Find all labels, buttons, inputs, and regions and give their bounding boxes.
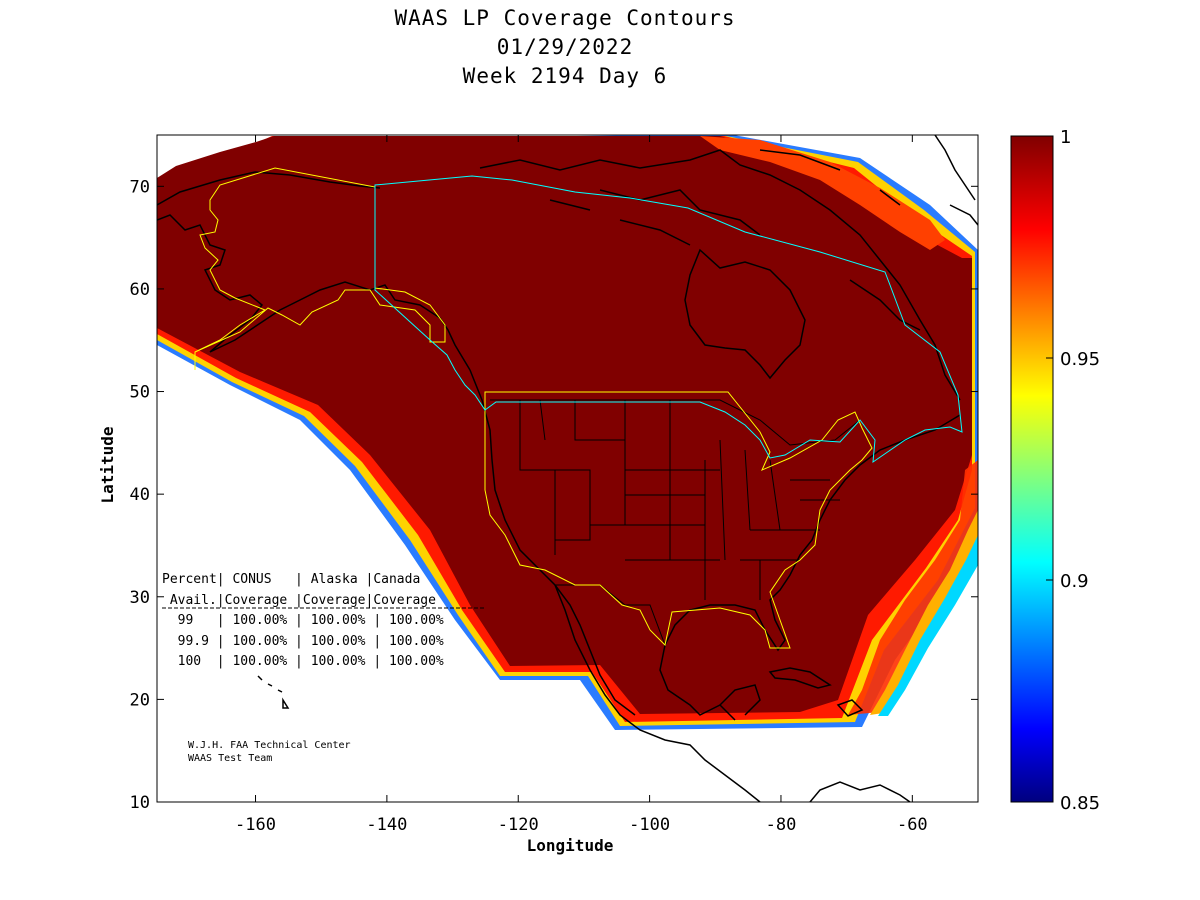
credit-line-1: W.J.H. FAA Technical Center (188, 740, 351, 751)
coastline-mexico (554, 584, 761, 802)
credit: W.J.H. FAA Technical Center WAAS Test Te… (188, 740, 351, 764)
coastline-alaska (157, 214, 471, 371)
state-border-canada-us (490, 399, 861, 446)
title-line-1: WAAS LP Coverage Contours (394, 6, 736, 30)
x-tick-label: -80 (766, 815, 797, 835)
y-tick-label: 50 (130, 383, 150, 403)
coastline-yucatan (719, 684, 761, 716)
y-tick-label: 20 (130, 690, 150, 710)
service-boundaries (194, 167, 963, 649)
coverage-table: Percent| CONUS | Alaska |Canada Avail.|C… (162, 572, 485, 669)
coverage-table-row: 99 | 100.00% | 100.00% | 100.00% (162, 613, 444, 628)
coastline-hawaii (257, 675, 290, 709)
coverage-table-header-1: Percent| CONUS | Alaska |Canada (162, 572, 420, 587)
coverage-full (157, 136, 972, 714)
coastline-cuba (768, 667, 832, 689)
state-borders-east (719, 439, 840, 600)
coverage-table-row: 99.9 | 100.00% | 100.00% | 100.00% (162, 634, 444, 649)
coverage-east-fringe (848, 460, 978, 715)
x-tick-label: -60 (897, 815, 928, 835)
colorbar (1010, 135, 1054, 803)
alaska-service-boundary (194, 167, 446, 370)
y-tick-label: 40 (130, 485, 150, 505)
coastline-east-us (659, 414, 961, 721)
axis-ticks: -160 -140 -120 -100 -80 -60 10 20 30 40 50 60 70 (130, 135, 978, 835)
chart-title: WAAS LP Coverage Contours 01/29/2022 Wee… (0, 4, 1130, 91)
coastline-alaska-north (157, 171, 381, 206)
colorbar-tick-label: 0.95 (1060, 349, 1100, 370)
conus-service-boundary (484, 391, 873, 649)
x-tick-label: -160 (235, 815, 276, 835)
x-tick-label: -100 (629, 815, 670, 835)
coastlines (157, 135, 978, 802)
coastline-hudson-bay (684, 248, 806, 380)
coverage-north-fringe (700, 136, 945, 250)
colorbar-ticks: 1 0.95 0.9 0.85 (1046, 127, 1100, 814)
coastline-arctic (479, 149, 961, 401)
x-tick-label: -120 (498, 815, 539, 835)
coverage-field (157, 135, 978, 730)
title-line-2: 01/29/2022 (496, 35, 634, 59)
y-tick-label: 30 (130, 588, 150, 608)
coastline-islands (549, 149, 921, 331)
title-line-3: Week 2194 Day 6 (462, 64, 668, 88)
plot-frame (156, 134, 979, 803)
colorbar-tick-label: 0.85 (1060, 793, 1100, 814)
coverage-table-header-2: Avail.|Coverage |Coverage|Coverage (162, 593, 436, 608)
credit-line-2: WAAS Test Team (188, 753, 272, 764)
colorbar-tick-label: 1 (1060, 127, 1071, 148)
y-tick-label: 60 (130, 280, 150, 300)
y-tick-label: 70 (130, 177, 150, 197)
y-tick-label: 10 (130, 793, 150, 813)
y-axis-label: Latitude (98, 426, 117, 503)
state-borders-west (519, 399, 626, 555)
x-tick-label: -140 (366, 815, 407, 835)
state-borders (490, 399, 861, 646)
x-axis-label: Longitude (527, 836, 614, 855)
coastline-south-america (809, 781, 911, 802)
colorbar-tick-label: 0.9 (1060, 571, 1089, 592)
coverage-table-row: 100 | 100.00% | 100.00% | 100.00% (162, 654, 444, 669)
coastline-hispaniola (836, 699, 864, 717)
state-borders-central (590, 400, 720, 600)
coastline-west (469, 369, 636, 716)
canada-service-boundary (374, 175, 963, 464)
coastline-greenland (934, 135, 978, 226)
